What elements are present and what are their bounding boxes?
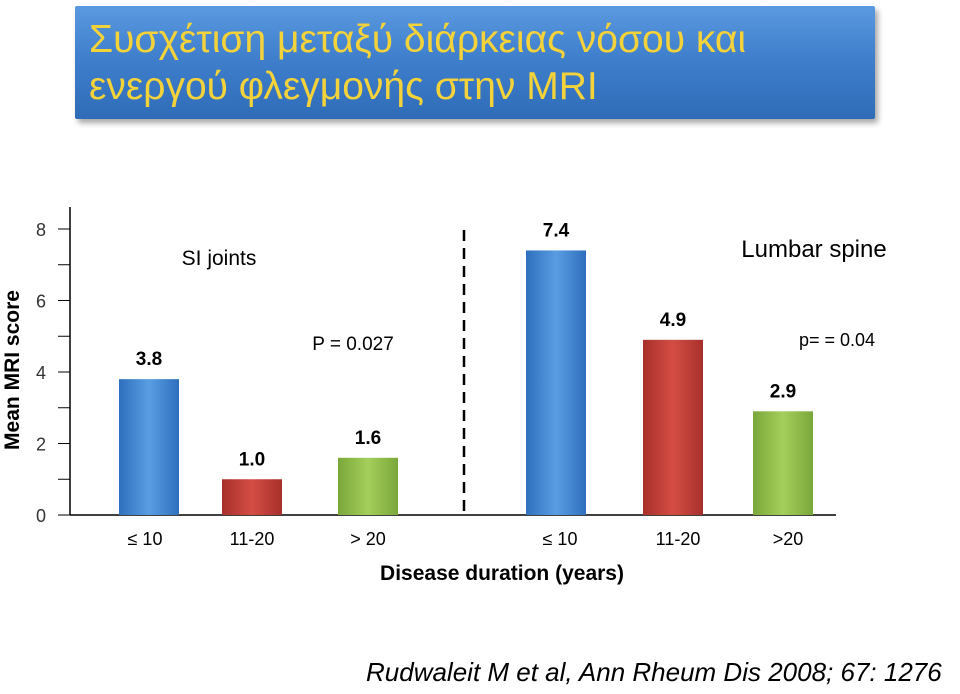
bar-si-joints-2 bbox=[222, 479, 282, 515]
bar-si-joints-1 bbox=[119, 379, 179, 515]
p-value-lumbar-spine: p= = 0.04 bbox=[799, 330, 875, 350]
y-tick-label: 8 bbox=[36, 220, 46, 240]
page-title: Συσχέτιση μεταξύ διάρκειας νόσου και ενε… bbox=[89, 16, 865, 110]
bar-value-label: 7.4 bbox=[543, 220, 570, 241]
x-category-label: >20 bbox=[773, 529, 804, 549]
x-category-label: ≤ 10 bbox=[543, 529, 578, 549]
bar-value-label: 1.6 bbox=[355, 428, 381, 449]
bar-value-label: 4.9 bbox=[660, 310, 686, 331]
p-value-si-joints: P = 0.027 bbox=[312, 334, 394, 355]
x-axis-label: Disease duration (years) bbox=[380, 562, 624, 585]
bar-lumbar-spine-2 bbox=[643, 339, 703, 515]
bar-value-label: 3.8 bbox=[136, 349, 162, 370]
y-tick-label: 6 bbox=[36, 292, 46, 312]
bar-lumbar-spine-3 bbox=[753, 411, 813, 515]
citation: Rudwaleit M et al, Ann Rheum Dis 2008; 6… bbox=[366, 657, 942, 687]
group-label-si-joints: SI joints bbox=[182, 247, 257, 270]
title-line-2: ενεργού φλεγμονής στην MRI bbox=[89, 65, 598, 108]
y-axis-label: Mean MRI score bbox=[1, 290, 24, 450]
bar-lumbar-spine-1 bbox=[526, 250, 586, 515]
y-tick-label: 4 bbox=[36, 363, 46, 383]
title-banner: Συσχέτιση μεταξύ διάρκειας νόσου και ενε… bbox=[75, 6, 875, 119]
bars: 3.8 ≤ 10 1.0 11-20 1.6 > 20 7.4 ≤ 10 4.9 11-20 2.9… bbox=[119, 220, 813, 549]
bar-si-joints-3 bbox=[338, 457, 398, 515]
y-ticks: 0 2 4 6 8 bbox=[36, 220, 70, 526]
bar-value-label: 1.0 bbox=[239, 449, 265, 470]
group-label-lumbar-spine: Lumbar spine bbox=[741, 236, 886, 263]
x-category-label: > 20 bbox=[350, 529, 386, 549]
y-tick-label: 0 bbox=[36, 506, 46, 526]
x-category-label: 11-20 bbox=[230, 529, 275, 549]
y-tick-label: 2 bbox=[36, 435, 46, 455]
title-line-1: Συσχέτιση μεταξύ διάρκειας νόσου και bbox=[89, 18, 747, 61]
x-category-label: ≤ 10 bbox=[128, 529, 163, 549]
x-category-label: 11-20 bbox=[656, 529, 701, 549]
bar-value-label: 2.9 bbox=[770, 381, 796, 402]
